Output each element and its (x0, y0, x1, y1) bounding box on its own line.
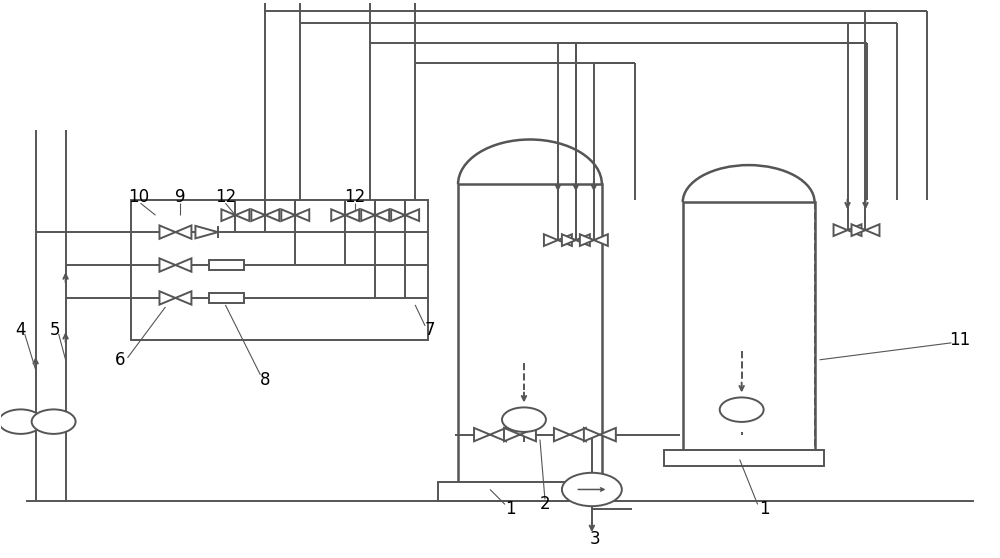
Polygon shape (580, 234, 594, 246)
Polygon shape (175, 291, 191, 305)
Polygon shape (562, 234, 576, 246)
Polygon shape (584, 428, 600, 441)
Polygon shape (852, 224, 865, 236)
Polygon shape (594, 234, 608, 246)
Bar (683, 202, 815, 450)
Bar (209, 260, 244, 270)
Circle shape (32, 410, 76, 434)
Polygon shape (159, 225, 175, 239)
Polygon shape (558, 234, 572, 246)
Bar (131, 200, 428, 340)
Polygon shape (520, 428, 536, 441)
Polygon shape (265, 209, 279, 221)
Bar (438, 483, 614, 502)
Polygon shape (834, 224, 848, 236)
Text: 5: 5 (49, 321, 60, 339)
Text: 1: 1 (505, 501, 515, 518)
Text: ⊕: ⊕ (736, 403, 747, 416)
Polygon shape (251, 209, 265, 221)
Text: 12: 12 (345, 188, 366, 206)
Polygon shape (235, 209, 249, 221)
Polygon shape (195, 226, 218, 238)
Polygon shape (375, 209, 389, 221)
Polygon shape (848, 224, 861, 236)
Circle shape (502, 407, 546, 432)
Polygon shape (570, 428, 586, 441)
Text: 11: 11 (949, 331, 970, 349)
Polygon shape (281, 209, 295, 221)
Text: 4: 4 (15, 321, 26, 339)
Text: 9: 9 (175, 188, 186, 206)
Polygon shape (554, 428, 570, 441)
Polygon shape (159, 258, 175, 272)
Bar (209, 293, 244, 303)
Bar (664, 450, 824, 465)
Polygon shape (544, 234, 558, 246)
Text: 2: 2 (540, 496, 550, 513)
Polygon shape (600, 428, 616, 441)
Text: 7: 7 (425, 321, 435, 339)
Text: ⊗: ⊗ (16, 417, 25, 427)
Circle shape (720, 397, 764, 422)
Polygon shape (331, 209, 345, 221)
Bar (458, 184, 602, 483)
Polygon shape (405, 209, 419, 221)
Text: ⊗: ⊗ (49, 417, 58, 427)
Polygon shape (295, 209, 309, 221)
Text: 1: 1 (759, 501, 770, 518)
Polygon shape (504, 428, 520, 441)
Polygon shape (865, 224, 879, 236)
Text: 6: 6 (115, 351, 126, 369)
Circle shape (0, 410, 43, 434)
Polygon shape (175, 225, 191, 239)
Text: 12: 12 (215, 188, 236, 206)
Polygon shape (221, 209, 235, 221)
Circle shape (562, 473, 622, 506)
Text: ⊕: ⊕ (519, 413, 529, 426)
Text: 8: 8 (260, 371, 271, 389)
Polygon shape (490, 428, 506, 441)
Polygon shape (361, 209, 375, 221)
Polygon shape (159, 291, 175, 305)
Polygon shape (345, 209, 359, 221)
Polygon shape (576, 234, 590, 246)
Text: 3: 3 (590, 530, 600, 549)
Text: 10: 10 (128, 188, 149, 206)
Polygon shape (391, 209, 405, 221)
Polygon shape (474, 428, 490, 441)
Polygon shape (175, 258, 191, 272)
